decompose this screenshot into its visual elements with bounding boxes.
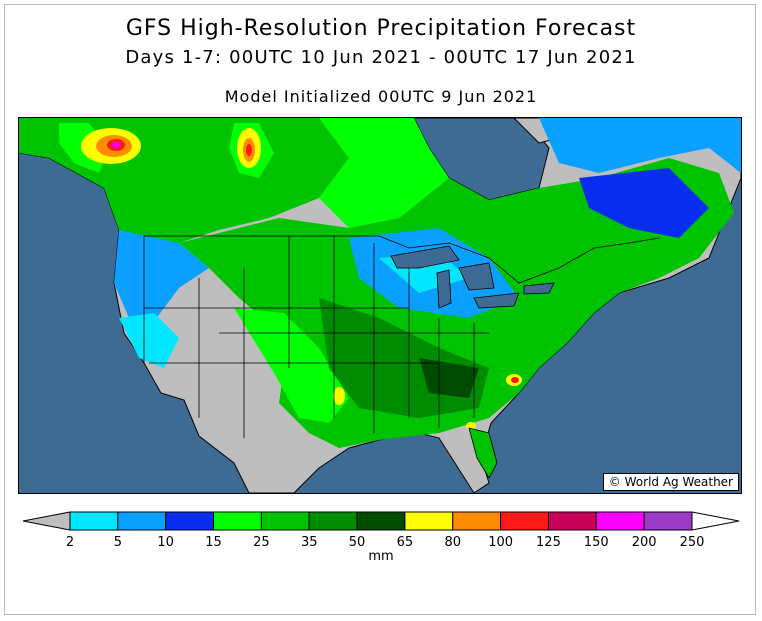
great-lakes [390, 245, 555, 309]
legend-swatch [643, 511, 693, 531]
model-init-time: Model Initialized 00UTC 9 Jun 2021 [224, 87, 538, 106]
copyright-credit: © World Ag Weather [602, 473, 739, 491]
legend-swatch [404, 511, 454, 531]
precip-shading [19, 118, 741, 448]
boundaries [143, 235, 660, 438]
legend-tick-label: 150 [583, 535, 609, 550]
color-scale-legend [22, 511, 740, 531]
legend-tick-label: 65 [396, 535, 414, 550]
copyright-symbol: © [608, 475, 621, 489]
legend-swatch [213, 511, 262, 531]
legend-tick-label: 10 [157, 535, 174, 550]
legend-tick-label: 200 [631, 535, 657, 550]
legend-tick-label: 5 [113, 535, 122, 550]
legend-tick-label: 125 [536, 535, 561, 550]
legend-tick-label: 2 [65, 535, 75, 550]
florida [468, 427, 498, 479]
legend-swatch [69, 511, 119, 531]
legend-tick-label: 15 [205, 535, 222, 550]
legend-low-arrow [22, 511, 71, 531]
precipitation-map: © World Ag Weather [18, 117, 742, 494]
legend-tick-label: 250 [679, 535, 705, 550]
legend-ticks: 2 5 10 15 25 35 50 65 80 100 125 150 200 250 [0, 532, 762, 552]
credit-text: World Ag Weather [624, 475, 733, 489]
legend-swatch [547, 511, 597, 531]
legend-swatch [452, 511, 502, 531]
legend-swatch [260, 511, 310, 531]
map-title: GFS High-Resolution Precipitation Foreca… [125, 16, 637, 41]
legend-unit: mm [368, 549, 394, 564]
forecast-period: Days 1-7: 00UTC 10 Jun 2021 - 00UTC 17 J… [125, 47, 637, 68]
legend-swatch [117, 511, 167, 531]
legend-tick-label: 80 [444, 535, 462, 550]
legend-swatch [356, 511, 406, 531]
legend-swatch [165, 511, 215, 531]
legend-tick-label: 35 [300, 535, 318, 550]
legend-high-arrow [691, 511, 740, 531]
legend-tick-label: 25 [253, 535, 270, 550]
legend-swatch [595, 511, 645, 531]
legend-tick-label: 100 [488, 535, 514, 550]
legend-swatch [308, 511, 358, 531]
legend-swatch [500, 511, 549, 531]
legend-tick-label: 50 [348, 535, 366, 550]
map-canvas [19, 118, 741, 493]
precip-hotspots [81, 128, 522, 430]
